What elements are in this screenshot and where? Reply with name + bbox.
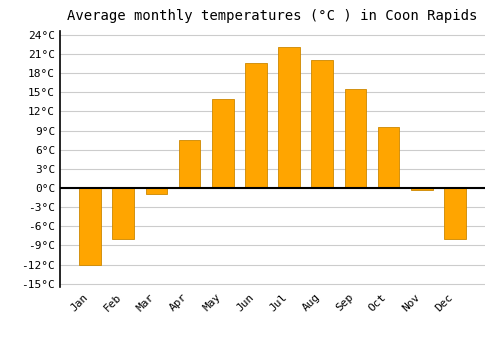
Bar xyxy=(112,188,134,239)
Bar xyxy=(245,63,266,188)
Bar xyxy=(179,140,201,188)
Bar xyxy=(344,89,366,188)
Bar xyxy=(444,188,466,239)
Bar xyxy=(312,60,333,188)
Title: Average monthly temperatures (°C ) in Coon Rapids: Average monthly temperatures (°C ) in Co… xyxy=(68,9,478,23)
Bar xyxy=(146,188,167,194)
Bar xyxy=(278,48,300,188)
Bar xyxy=(378,127,400,188)
Bar xyxy=(411,188,432,190)
Bar xyxy=(80,188,101,265)
Bar xyxy=(212,99,234,188)
